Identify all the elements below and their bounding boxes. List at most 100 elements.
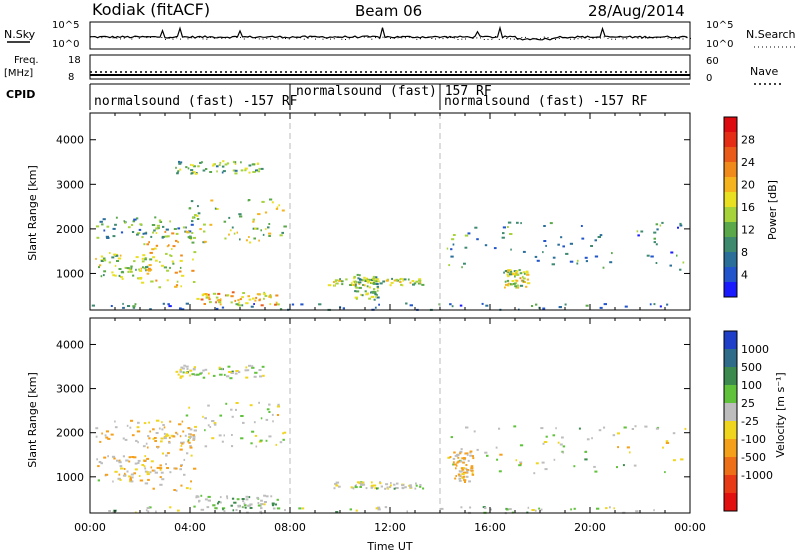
colorbar-swatch bbox=[724, 117, 737, 133]
heatmap-cell bbox=[382, 280, 386, 283]
heatmap-cell bbox=[230, 295, 234, 298]
nsearch-dot bbox=[468, 36, 470, 38]
heatmap-cell bbox=[447, 456, 451, 459]
heatmap-cell bbox=[386, 486, 389, 489]
heatmap-cell bbox=[538, 507, 540, 510]
heatmap-cell bbox=[268, 232, 272, 235]
heatmap-cell bbox=[166, 269, 170, 272]
nsearch-dot bbox=[416, 38, 418, 40]
nsearch-dot bbox=[127, 36, 129, 37]
heatmap-cell bbox=[203, 303, 206, 305]
heatmap-cell bbox=[274, 503, 277, 506]
heatmap-cell bbox=[151, 469, 155, 472]
heatmap-cell bbox=[179, 435, 182, 438]
heatmap-cell bbox=[130, 480, 134, 483]
heatmap-cell bbox=[254, 299, 257, 302]
heatmap-cell bbox=[190, 433, 192, 436]
heatmap-cell bbox=[235, 509, 238, 511]
heatmap-cell bbox=[197, 212, 201, 215]
heatmap-cell bbox=[453, 463, 457, 466]
colorbar-swatch bbox=[724, 162, 737, 178]
heatmap-cell bbox=[511, 280, 514, 282]
heatmap-cell bbox=[616, 466, 618, 469]
nsearch-dot bbox=[607, 38, 609, 39]
heatmap-cell bbox=[391, 277, 393, 280]
heatmap-cell bbox=[415, 484, 418, 487]
heatmap-cell bbox=[232, 160, 236, 163]
heatmap-cell bbox=[405, 302, 408, 305]
nsearch-dot bbox=[622, 38, 624, 40]
heatmap-cell bbox=[370, 481, 373, 484]
heatmap-cell bbox=[461, 468, 465, 471]
heatmap-cell bbox=[502, 232, 505, 235]
colorbar-swatch bbox=[724, 132, 737, 148]
heatmap-cell bbox=[378, 303, 380, 306]
nsearch-dot bbox=[356, 36, 358, 38]
heatmap-cell bbox=[135, 256, 139, 259]
nsearch-dot bbox=[581, 37, 583, 39]
heatmap-cell bbox=[102, 257, 106, 260]
colorbar-tick-label: -100 bbox=[741, 433, 766, 446]
heatmap-cell bbox=[585, 304, 589, 307]
colorbar-swatch bbox=[724, 403, 737, 422]
heatmap-cell bbox=[240, 169, 244, 172]
heatmap-cell bbox=[467, 459, 470, 462]
heatmap-cell bbox=[190, 223, 194, 226]
heatmap-cell bbox=[318, 303, 322, 306]
heatmap-cell bbox=[144, 467, 147, 470]
heatmap-cell bbox=[196, 214, 199, 217]
heatmap-cell bbox=[263, 503, 266, 506]
heatmap-cell bbox=[163, 432, 166, 435]
heatmap-cell bbox=[141, 236, 144, 239]
heatmap-cell bbox=[507, 275, 510, 278]
heatmap-cell bbox=[527, 506, 530, 509]
heatmap-cell bbox=[203, 223, 206, 226]
heatmap-cell bbox=[108, 510, 111, 512]
heatmap-cell bbox=[223, 373, 226, 376]
heatmap-cell bbox=[268, 223, 271, 225]
heatmap-cell bbox=[156, 466, 160, 469]
heatmap-cell bbox=[247, 295, 250, 298]
heatmap-cell bbox=[389, 284, 392, 287]
heatmap-cell bbox=[118, 268, 122, 270]
colorbar-swatch bbox=[724, 237, 737, 253]
heatmap-cell bbox=[150, 280, 154, 283]
nsearch-dot bbox=[131, 38, 133, 40]
heatmap-cell bbox=[400, 283, 403, 286]
nsearch-dot bbox=[588, 38, 590, 40]
heatmap-cell bbox=[120, 271, 125, 274]
heatmap-cell bbox=[255, 445, 258, 448]
nsearch-dot bbox=[438, 37, 440, 39]
heatmap-cell bbox=[376, 278, 379, 281]
nsearch-dot bbox=[270, 38, 271, 40]
heatmap-cell bbox=[245, 376, 249, 379]
freq-unit: [MHz] bbox=[4, 68, 33, 79]
heatmap-cell bbox=[120, 467, 124, 470]
heatmap-cell bbox=[143, 422, 147, 425]
heatmap-cell bbox=[146, 243, 149, 246]
nsearch-dot bbox=[686, 36, 688, 38]
heatmap-cell bbox=[635, 510, 639, 513]
x-tick-label: 04:00 bbox=[174, 521, 206, 534]
freq-label: Freq. bbox=[14, 55, 39, 66]
heatmap-cell bbox=[576, 259, 579, 262]
heatmap-cell bbox=[192, 435, 196, 438]
heatmap-cell bbox=[545, 435, 548, 438]
heatmap-cell bbox=[143, 243, 146, 246]
heatmap-cell bbox=[469, 450, 473, 453]
heatmap-cell bbox=[155, 510, 157, 513]
heatmap-cell bbox=[134, 462, 138, 465]
heatmap-cell bbox=[504, 280, 507, 283]
heatmap-cell bbox=[415, 280, 418, 283]
heatmap-cell bbox=[466, 470, 469, 473]
heatmap-cell bbox=[519, 277, 522, 280]
heatmap-cell bbox=[190, 200, 194, 203]
heatmap-cell bbox=[260, 417, 263, 420]
heatmap-cell bbox=[138, 277, 142, 280]
heatmap-cell bbox=[191, 373, 195, 376]
nsearch-dot bbox=[405, 37, 406, 39]
heatmap-cell bbox=[159, 464, 162, 467]
nsearch-dot bbox=[483, 39, 485, 40]
heatmap-cell bbox=[247, 369, 250, 372]
heatmap-cell bbox=[175, 489, 178, 492]
